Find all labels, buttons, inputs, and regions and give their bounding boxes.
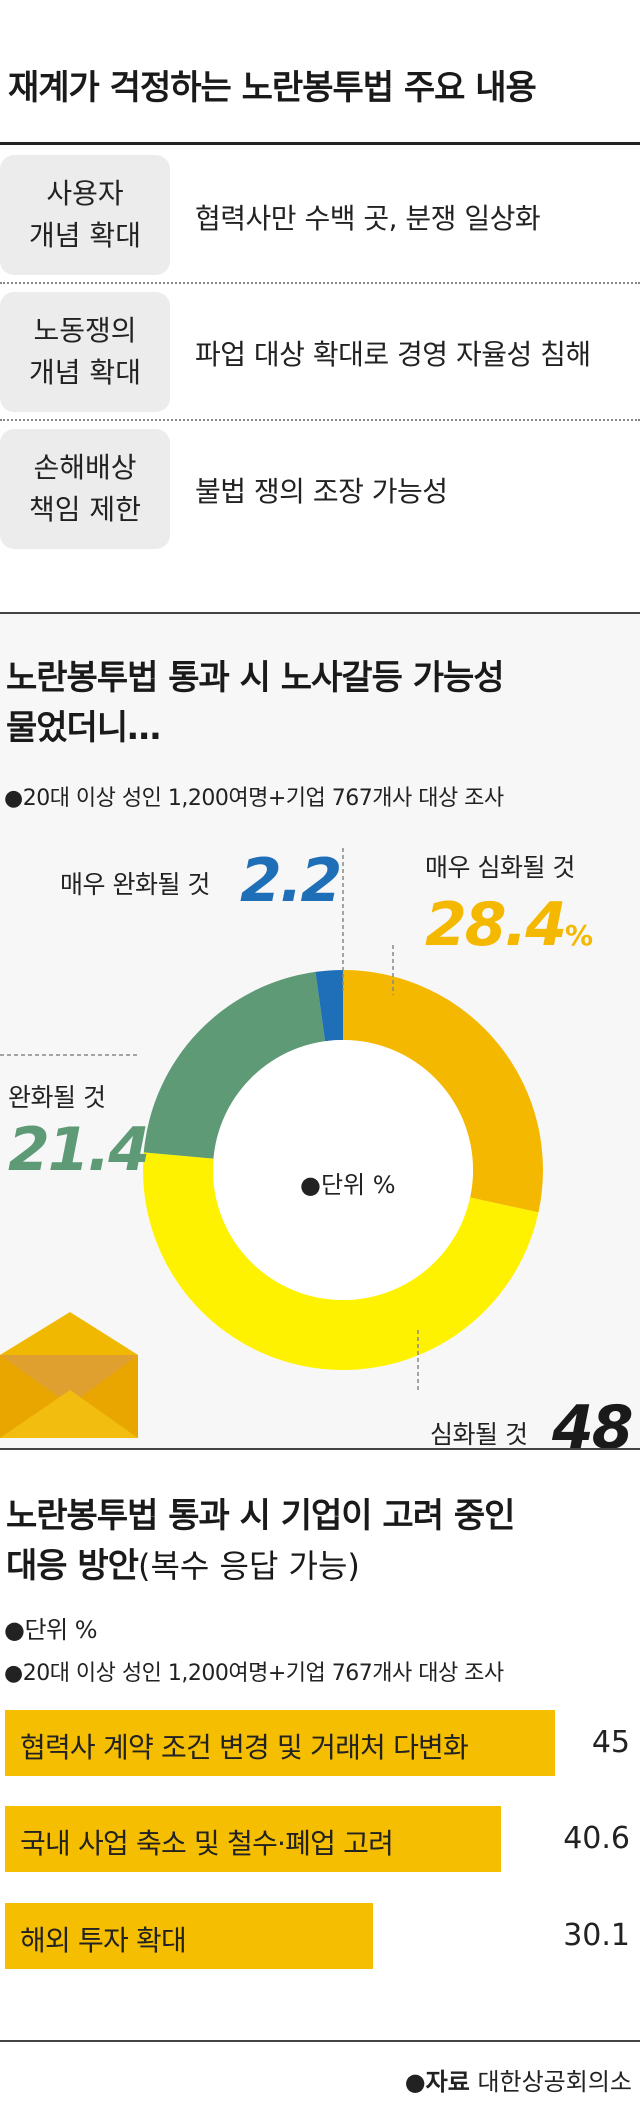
- section2-top-rule: [0, 612, 640, 614]
- row-value: 파업 대상 확대로 경영 자율성 침해: [195, 338, 591, 371]
- section3-title-bold: 대응 방안: [6, 1546, 139, 1586]
- label-ease: 완화될 것: [8, 1083, 106, 1112]
- donut-hole: [213, 1040, 473, 1300]
- row-key: 노동쟁의 개념 확대: [29, 314, 141, 389]
- section3-note: ●20대 이상 성인 1,200여명+기업 767개사 대상 조사: [4, 1661, 504, 1686]
- row-key: 사용자 개념 확대: [29, 177, 141, 252]
- value-very-worse: 28.4: [425, 890, 567, 960]
- row-divider: [0, 419, 640, 421]
- bar-label: 협력사 계약 조건 변경 및 거래처 다변화: [20, 1731, 469, 1764]
- key-box-3: 손해배상 책임 제한: [0, 429, 170, 549]
- row-divider: [0, 282, 640, 284]
- row-value: 불법 쟁의 조장 가능성: [195, 475, 448, 508]
- label-very-worse: 매우 심화될 것: [425, 853, 575, 882]
- slice-very-ease: [315, 970, 343, 1042]
- section3-title-normal: (복수 응답 가능): [137, 1547, 360, 1585]
- row-key: 손해배상 책임 제한: [29, 451, 141, 526]
- slice-ease: [143, 971, 326, 1159]
- bar-value: 30.1: [563, 1918, 630, 1953]
- source-line: ●자료 대한상공회의소: [405, 2062, 632, 2097]
- section3-title-line1: 노란봉투법 통과 시 기업이 고려 중인: [6, 1496, 515, 1536]
- donut-chart: [0, 848, 543, 1390]
- row-value: 협력사만 수백 곳, 분쟁 일상화: [195, 202, 541, 235]
- source-name: 대한상공회의소: [477, 2068, 632, 2096]
- section2-title-line2: 물었더니…: [6, 708, 161, 748]
- bar-partner-contract: [5, 1710, 555, 1776]
- bar-label: 국내 사업 축소 및 철수·폐업 고려: [20, 1827, 394, 1860]
- key-box-2: 노동쟁의 개념 확대: [0, 292, 170, 412]
- section3-title-line2: 대응 방안(복수 응답 가능): [6, 1538, 360, 1587]
- section1-top-rule: [0, 142, 640, 145]
- bar-overseas-invest: [5, 1903, 373, 1969]
- value-ease: 21.4: [8, 1115, 150, 1185]
- slice-very-worse: [343, 970, 543, 1213]
- value-very-ease: 2.2: [240, 846, 342, 916]
- value-worse: 48: [552, 1393, 633, 1463]
- bar-domestic-shrink: [5, 1806, 502, 1872]
- slice-worse: [143, 1152, 539, 1370]
- pct-sign: %: [565, 919, 594, 952]
- donut-unit: ●단위 %: [300, 1171, 396, 1199]
- label-very-ease: 매우 완화될 것: [60, 870, 210, 899]
- key-box-1: 사용자 개념 확대: [0, 155, 170, 275]
- section3-unit: ●단위 %: [4, 1616, 98, 1644]
- section3-top-rule: [0, 1448, 640, 1450]
- bar-label: 해외 투자 확대: [20, 1924, 187, 1957]
- section1-title: 재계가 걱정하는 노란봉투법 주요 내용: [8, 68, 537, 108]
- bar-value: 40.6: [563, 1821, 630, 1856]
- bar-value: 45: [591, 1725, 630, 1760]
- envelope-icon: [0, 1312, 138, 1438]
- label-worse: 심화될 것: [430, 1420, 528, 1449]
- source-bullet: ●자료: [404, 2068, 470, 2096]
- value-very-worse-group: 28.4%: [425, 890, 593, 960]
- section2-title-line1: 노란봉투법 통과 시 노사갈등 가능성: [6, 658, 505, 698]
- section2-note: ●20대 이상 성인 1,200여명+기업 767개사 대상 조사: [4, 786, 504, 811]
- source-rule: [0, 2040, 640, 2042]
